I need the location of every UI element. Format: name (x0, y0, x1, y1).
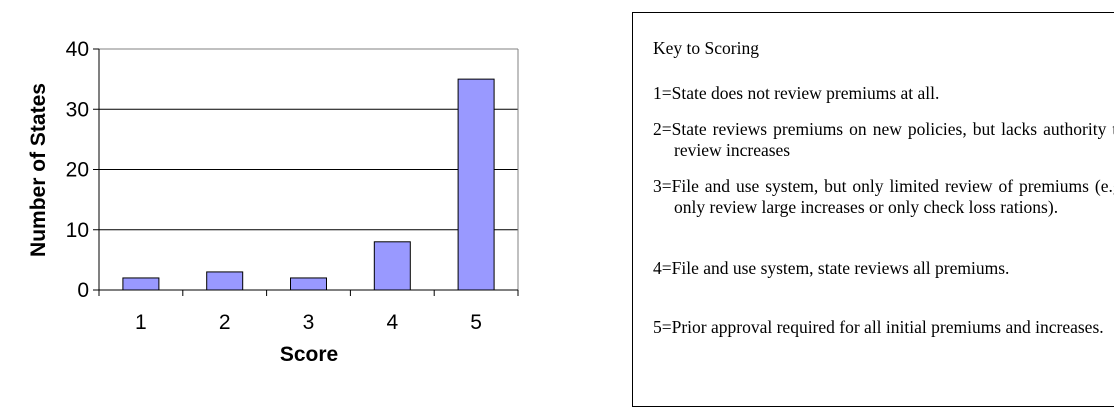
x-tick-label-1: 1 (135, 311, 147, 334)
bar-score-2 (206, 271, 244, 291)
y-tick-label-10: 10 (66, 219, 89, 242)
bar-score-3 (290, 277, 327, 291)
x-tick-label-5: 5 (470, 311, 482, 334)
x-tick-label-2: 2 (219, 311, 231, 334)
score-bar-chart: 0 10 20 30 40 1 2 3 4 5 Score Number of States (27, 38, 519, 366)
bar-score-1 (122, 277, 160, 291)
y-tick-label-30: 30 (66, 98, 89, 121)
y-tick-labels: 0 10 20 30 40 (66, 38, 89, 302)
axes (93, 48, 519, 296)
bar-score-5 (457, 78, 495, 291)
key-title: Key to Scoring (653, 38, 759, 58)
bars (122, 78, 495, 291)
key-item-1: 1=State does not review premiums at all. (653, 83, 940, 103)
x-tick-label-3: 3 (303, 311, 315, 334)
key-item-5: 5=Prior approval required for all initia… (653, 317, 1104, 337)
x-tick-label-4: 4 (386, 311, 398, 334)
y-tick-label-40: 40 (66, 38, 89, 61)
key-item-3: 3=File and use system, but only limited … (653, 176, 1114, 217)
scoring-key-box: Key to Scoring 1=State does not review p… (632, 12, 1114, 407)
key-item-2: 2=State reviews premiums on new policies… (653, 119, 1114, 160)
x-axis-title: Score (280, 343, 338, 366)
y-axis-title: Number of States (27, 83, 50, 257)
key-item-4: 4=File and use system, state reviews all… (653, 258, 1010, 278)
x-tick-labels: 1 2 3 4 5 (135, 311, 482, 334)
y-tick-label-0: 0 (77, 279, 89, 302)
bar-score-4 (373, 241, 411, 291)
gridlines (99, 108, 518, 231)
y-tick-label-20: 20 (66, 159, 89, 182)
